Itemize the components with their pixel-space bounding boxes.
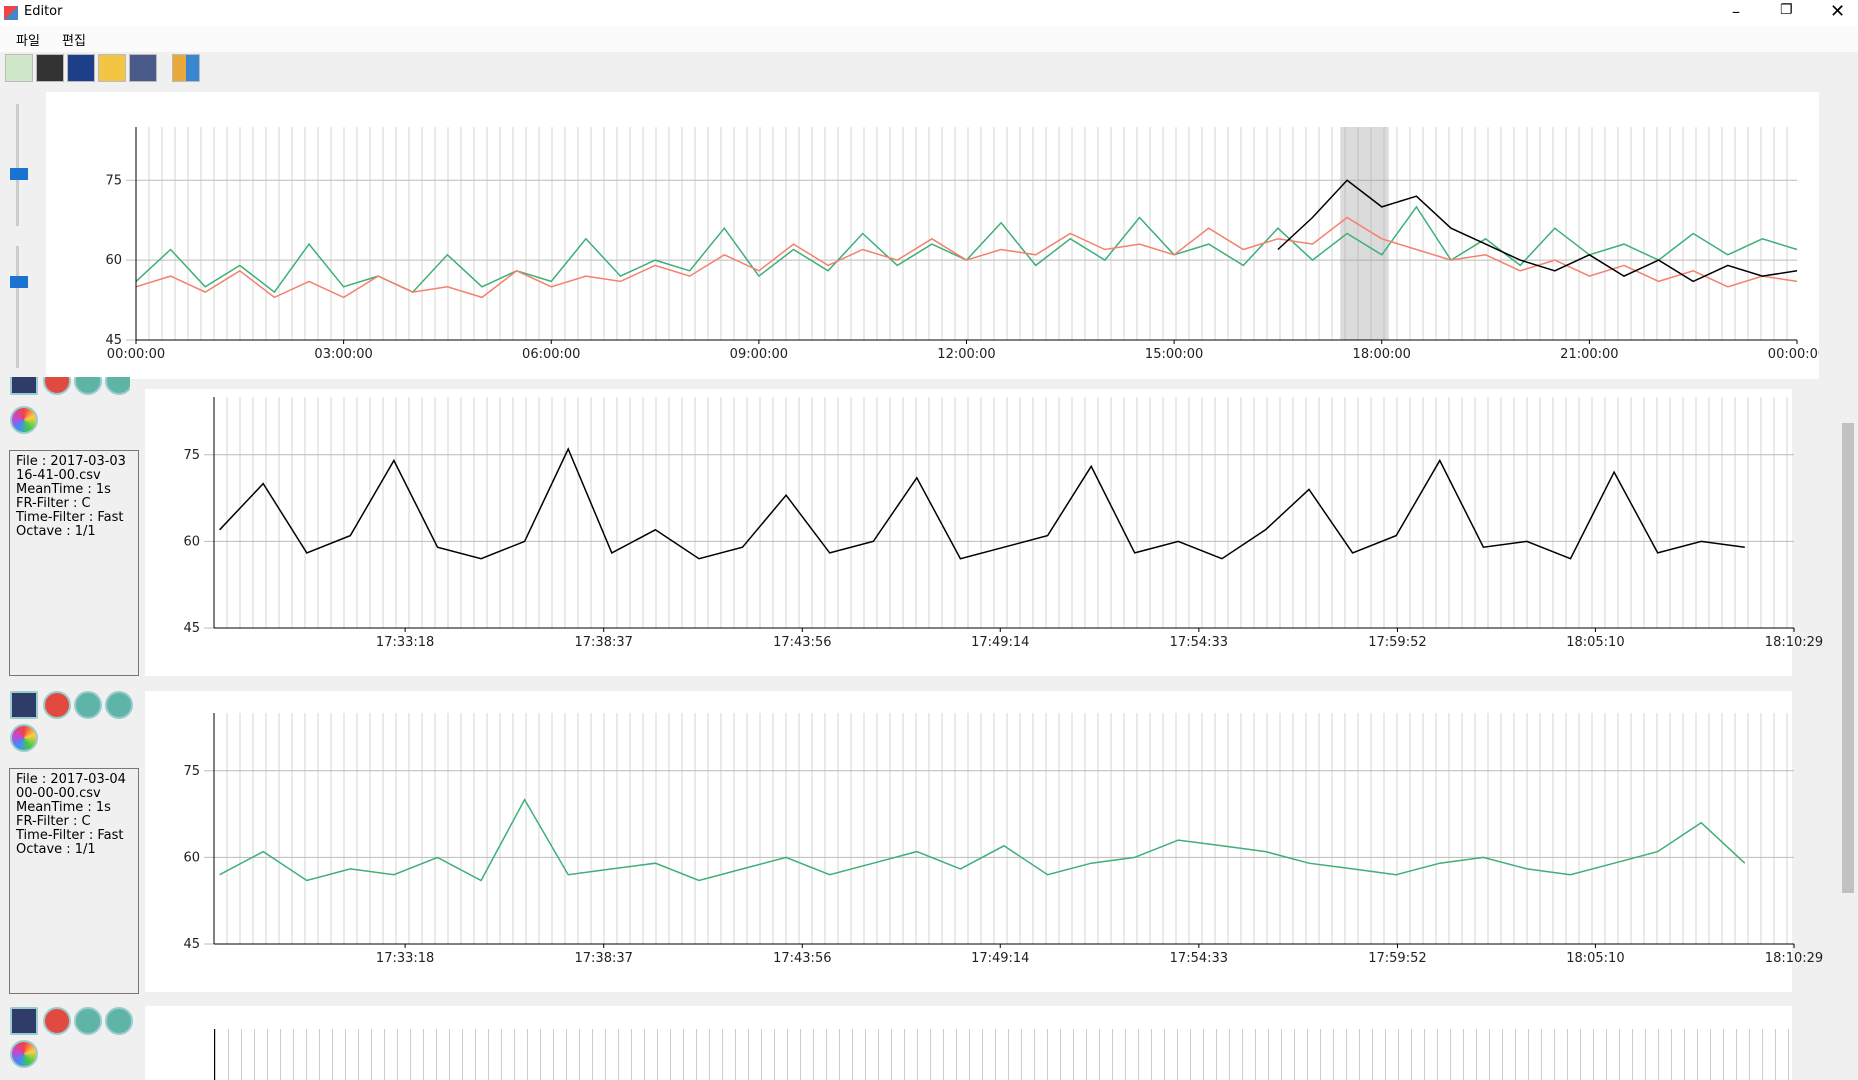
series-line (219, 798, 1746, 882)
x-tick-label: 17:33:18 (376, 951, 434, 966)
tool-new[interactable] (5, 54, 33, 82)
up-button[interactable] (74, 1007, 102, 1035)
x-tick-label: 17:43:56 (773, 635, 831, 650)
tool-export[interactable] (129, 54, 157, 82)
folder-button[interactable] (10, 691, 38, 719)
tool-save-as[interactable] (67, 54, 95, 82)
x-tick-label: 17:49:14 (971, 635, 1029, 650)
panel-buttons (10, 1007, 140, 1037)
panel-buttons (10, 377, 130, 401)
x-tick-label: 09:00:00 (730, 347, 788, 362)
folder-button[interactable] (10, 1007, 38, 1035)
restore[interactable]: ❐ (1780, 2, 1793, 18)
menu-item[interactable]: 편집 (62, 34, 86, 49)
slider-thumb[interactable] (10, 168, 28, 180)
x-tick-label: 17:38:37 (575, 635, 633, 650)
down-button[interactable] (105, 691, 133, 719)
x-tick-label: 15:00:00 (1145, 347, 1203, 362)
file-info: File : 2017-03-04 00-00-00.csv MeanTime … (9, 768, 139, 994)
panel-chart: 45 60 75 17:33:18 17:38:37 17:43:56 17:49:14 17… (145, 389, 1823, 676)
x-tick-label: 18:10:29 (1765, 635, 1823, 650)
x-tick-label: 17:59:52 (1368, 635, 1426, 650)
tool-save[interactable] (36, 54, 64, 82)
color-button[interactable] (10, 1040, 38, 1068)
series-line (135, 216, 1798, 299)
panel-chart: 45 60 75 17:33:18 17:38:37 17:43:56 17:49:14 17… (145, 691, 1823, 992)
y-tick-label: 45 (183, 621, 200, 636)
panel-buttons (10, 691, 140, 721)
x-tick-label: 17:33:18 (376, 635, 434, 650)
app-icon (4, 6, 18, 20)
y-tick-label: 45 (183, 937, 200, 952)
y-tick-label: 75 (105, 173, 122, 188)
chart-bg (46, 92, 1819, 379)
series-line (219, 447, 1745, 560)
menu-item[interactable]: 파일 (16, 34, 40, 49)
x-tick-label: 03:00:00 (314, 347, 372, 362)
folder-button[interactable] (10, 377, 38, 395)
x-tick-label: 18:05:10 (1566, 635, 1624, 650)
close[interactable]: ✕ (1830, 1, 1846, 22)
x-tick-label: 00:00:00 (1768, 347, 1819, 362)
remove-button[interactable] (43, 691, 71, 719)
file-info: File : 2017-03-03 16-41-00.csv MeanTime … (9, 450, 139, 676)
overview-chart: 45 60 75 00:00:00 03:00:00 06:00:00 09:00:00 12… (46, 92, 1819, 379)
panel-chart (145, 1006, 1795, 1080)
window-title: Editor (24, 4, 63, 19)
slider-track (16, 246, 19, 368)
empty-plot (214, 1029, 1795, 1080)
x-tick-label: 17:38:37 (575, 951, 633, 966)
y-tick-label: 45 (105, 333, 122, 348)
scrollbar[interactable] (1838, 389, 1858, 1080)
down-button[interactable] (105, 1007, 133, 1035)
x-tick-label: 12:00:00 (937, 347, 995, 362)
title-bar: Editor – ❐ ✕ (0, 0, 1858, 26)
tool-open[interactable] (98, 54, 126, 82)
series-line (1277, 179, 1798, 283)
x-tick-label: 17:43:56 (773, 951, 831, 966)
down-button[interactable] (105, 377, 130, 395)
remove-button[interactable] (43, 377, 71, 395)
menu-bar: 파일 편집 (0, 26, 1858, 52)
x-tick-label: 06:00:00 (522, 347, 580, 362)
up-button[interactable] (74, 377, 102, 395)
slider-thumb[interactable] (10, 276, 28, 288)
x-tick-label: 17:49:14 (971, 951, 1029, 966)
scroll-thumb[interactable] (1842, 423, 1854, 893)
color-button[interactable] (10, 724, 38, 752)
y-tick-label: 60 (183, 534, 200, 549)
x-tick-label: 18:10:29 (1765, 951, 1823, 966)
color-button[interactable] (10, 406, 38, 434)
y-tick-label: 60 (183, 850, 200, 865)
x-tick-label: 00:00:00 (107, 347, 165, 362)
x-tick-label: 18:05:10 (1566, 951, 1624, 966)
x-tick-label: 17:59:52 (1368, 951, 1426, 966)
x-tick-label: 17:54:33 (1170, 951, 1228, 966)
y-tick-label: 75 (183, 448, 200, 463)
slider-track (16, 104, 19, 226)
minimize[interactable]: – (1732, 2, 1740, 21)
tool-add[interactable] (172, 54, 200, 82)
x-tick-label: 17:54:33 (1170, 635, 1228, 650)
x-tick-label: 18:00:00 (1353, 347, 1411, 362)
x-tick-label: 21:00:00 (1560, 347, 1618, 362)
up-button[interactable] (74, 691, 102, 719)
y-tick-label: 75 (183, 764, 200, 779)
y-tick-label: 60 (105, 253, 122, 268)
remove-button[interactable] (43, 1007, 71, 1035)
